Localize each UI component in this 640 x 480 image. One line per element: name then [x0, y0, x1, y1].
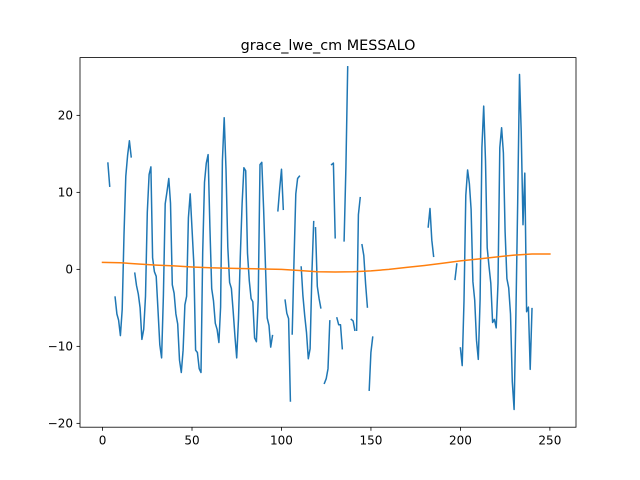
y-tick-label: −10 — [48, 340, 73, 354]
series-0-segment-4 — [284, 299, 292, 402]
series-0-segment-18 — [459, 73, 533, 411]
x-tick-label: 250 — [538, 434, 561, 448]
series-0-segment-2 — [133, 116, 274, 374]
series-0-segment-11 — [343, 66, 349, 242]
series-0-segment-12 — [350, 318, 356, 332]
series-0-segment-13 — [355, 196, 362, 331]
series-0-segment-6 — [300, 220, 315, 360]
y-tick-label: 10 — [58, 186, 73, 200]
x-axis-ticks: 0 50 100 150 200 250 — [99, 427, 561, 448]
x-tick-label: 100 — [270, 434, 293, 448]
series-0-segment-9 — [330, 162, 336, 239]
x-tick-label: 150 — [359, 434, 382, 448]
series-0-segment-0 — [107, 162, 111, 188]
series-0-segment-15 — [368, 336, 374, 391]
x-tick-label: 50 — [184, 434, 199, 448]
series-0-segment-10 — [335, 316, 344, 350]
series-0-segment-8 — [323, 320, 331, 385]
series-0-segment-17 — [454, 263, 458, 281]
series-0-segment-3 — [277, 168, 285, 212]
x-tick-label: 200 — [449, 434, 472, 448]
series-0-segment-16 — [427, 207, 435, 258]
series-0-segment-1 — [114, 140, 133, 337]
series-0-segment-14 — [361, 243, 369, 308]
y-axis-ticks: −20 −10 0 10 20 — [48, 109, 80, 431]
series-1-segment-0 — [101, 253, 551, 273]
x-tick-label: 0 — [99, 434, 107, 448]
axes-frame — [79, 57, 577, 428]
series-0-segment-7 — [314, 227, 322, 309]
y-tick-label: 20 — [58, 109, 73, 123]
y-tick-label: −20 — [48, 417, 73, 431]
series-0-segment-5 — [291, 175, 301, 335]
y-tick-label: 0 — [65, 263, 73, 277]
chart-title: grace_lwe_cm MESSALO — [241, 38, 416, 54]
series-layer — [101, 66, 551, 411]
